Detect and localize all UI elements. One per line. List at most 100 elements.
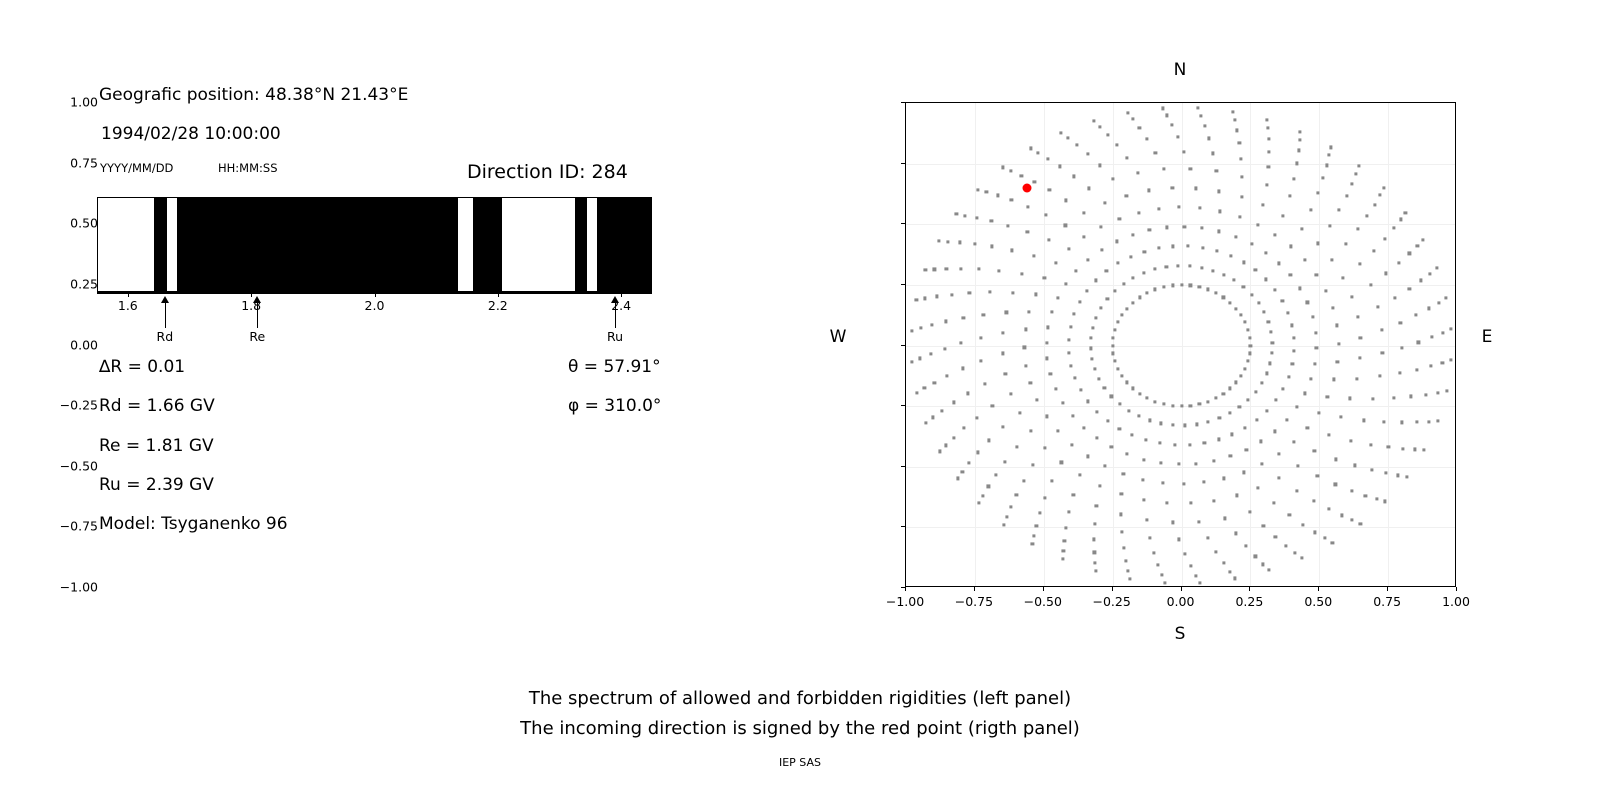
scatter-dot bbox=[1350, 295, 1354, 299]
scatter-dot bbox=[1295, 405, 1299, 409]
y-axis-tick-label: −0.25 bbox=[59, 397, 98, 413]
scatter-dot bbox=[1147, 188, 1151, 193]
scatter-dot bbox=[1292, 336, 1296, 340]
scatter-dot bbox=[1350, 518, 1354, 522]
scatter-dot bbox=[1261, 524, 1265, 528]
scatter-dot bbox=[1056, 296, 1060, 300]
scatter-dot bbox=[1316, 191, 1320, 195]
scatter-dot bbox=[1196, 106, 1200, 110]
scatter-dot bbox=[1235, 128, 1239, 132]
scatter-dot bbox=[1117, 426, 1121, 431]
scatter-dot bbox=[1045, 414, 1049, 418]
scatter-dot bbox=[1415, 368, 1419, 372]
scatter-dot bbox=[915, 391, 919, 395]
scatter-dot bbox=[1188, 167, 1192, 171]
scatter-dot bbox=[1095, 409, 1099, 414]
scatter-dot bbox=[1333, 457, 1338, 461]
scatter-dot bbox=[1249, 242, 1254, 246]
scatter-dot bbox=[910, 329, 914, 333]
scatter-dot bbox=[1003, 372, 1007, 376]
scatter-dot bbox=[1044, 341, 1049, 345]
y-axis-tick bbox=[901, 344, 905, 346]
scatter-dot bbox=[1014, 493, 1019, 497]
scatter-dot bbox=[1202, 480, 1206, 484]
scatter-dot bbox=[1047, 238, 1051, 242]
scatter-dot bbox=[1206, 287, 1210, 292]
compass-label-south: S bbox=[1174, 624, 1186, 644]
scatter-dot bbox=[1201, 246, 1205, 250]
scatter-dot bbox=[1010, 248, 1014, 252]
scatter-dot bbox=[1286, 311, 1290, 315]
scatter-dot bbox=[1206, 399, 1210, 404]
scatter-dot bbox=[1145, 137, 1149, 141]
scatter-dot bbox=[1321, 176, 1325, 180]
scatter-dot bbox=[1265, 118, 1269, 122]
scatter-dot bbox=[1327, 153, 1331, 157]
datetime-label: 1994/02/28 10:00:00 bbox=[101, 124, 281, 144]
scatter-dot bbox=[1177, 205, 1181, 209]
scatter-dot bbox=[1142, 249, 1147, 254]
scatter-dot bbox=[1234, 493, 1239, 498]
forbidden-band bbox=[154, 198, 168, 291]
scatter-dot bbox=[1356, 227, 1360, 231]
scatter-dot bbox=[1095, 436, 1099, 440]
scatter-dot bbox=[1089, 346, 1093, 350]
scatter-dot bbox=[1256, 301, 1261, 305]
scatter-dot bbox=[1383, 499, 1387, 504]
scatter-dot bbox=[988, 290, 992, 294]
scatter-dot bbox=[1409, 394, 1413, 399]
scatter-dot bbox=[1159, 461, 1163, 465]
scatter-dot bbox=[960, 470, 965, 474]
scatter-dot bbox=[1354, 172, 1358, 176]
param-theta: θ = 57.91° bbox=[568, 357, 661, 377]
scatter-dot bbox=[1116, 367, 1120, 371]
scatter-dot bbox=[1078, 300, 1082, 304]
scatter-dot bbox=[1067, 338, 1071, 342]
scatter-dot bbox=[1312, 449, 1316, 453]
scatter-dot bbox=[1157, 246, 1161, 250]
scatter-dot bbox=[1063, 223, 1068, 228]
caption-line-2: The incoming direction is signed by the … bbox=[520, 718, 1080, 739]
y-axis-tick-label: 0.50 bbox=[70, 215, 98, 231]
scatter-dot bbox=[1162, 402, 1166, 406]
scatter-dot bbox=[1316, 241, 1320, 245]
scatter-dot bbox=[1170, 123, 1174, 127]
scatter-dot bbox=[1200, 226, 1204, 230]
footer-credit: IEP SAS bbox=[778, 756, 822, 769]
scatter-dot bbox=[1137, 126, 1142, 130]
scatter-dot bbox=[1273, 535, 1278, 539]
scatter-dot bbox=[1317, 411, 1321, 415]
scatter-dot bbox=[1239, 157, 1243, 161]
scatter-dot bbox=[1436, 391, 1440, 395]
scatter-dot bbox=[1194, 186, 1198, 190]
scatter-dot bbox=[1129, 255, 1133, 259]
x-axis-tick bbox=[905, 587, 906, 591]
scatter-dot bbox=[1261, 562, 1265, 566]
scatter-dot bbox=[952, 435, 956, 440]
scatter-dot bbox=[1328, 224, 1332, 228]
scatter-dot bbox=[1042, 276, 1046, 280]
scatter-dot bbox=[1253, 268, 1257, 272]
scatter-dot bbox=[1287, 513, 1291, 517]
scatter-dot bbox=[1212, 498, 1216, 503]
scatter-dot bbox=[1332, 377, 1336, 381]
scatter-dot bbox=[1094, 504, 1099, 508]
scatter-dot bbox=[1214, 291, 1218, 295]
scatter-dot bbox=[1207, 136, 1211, 140]
scatter-dot bbox=[1158, 441, 1162, 445]
marker-label-rd: Rd bbox=[156, 329, 174, 344]
scatter-dot bbox=[1400, 420, 1404, 424]
scatter-dot bbox=[1296, 148, 1301, 152]
scatter-dot bbox=[935, 294, 939, 299]
scatter-dot bbox=[1119, 512, 1123, 516]
scatter-dot bbox=[1001, 331, 1005, 335]
scatter-dot bbox=[1125, 307, 1129, 311]
scatter-dot bbox=[922, 386, 926, 390]
scatter-dot bbox=[1102, 386, 1107, 390]
scatter-dot bbox=[1344, 194, 1349, 198]
selected-direction-point[interactable] bbox=[1022, 183, 1032, 193]
scatter-dot bbox=[1002, 523, 1006, 527]
scatter-dot bbox=[1281, 387, 1285, 391]
scatter-dot bbox=[1197, 402, 1201, 406]
scatter-dot bbox=[1105, 297, 1109, 301]
